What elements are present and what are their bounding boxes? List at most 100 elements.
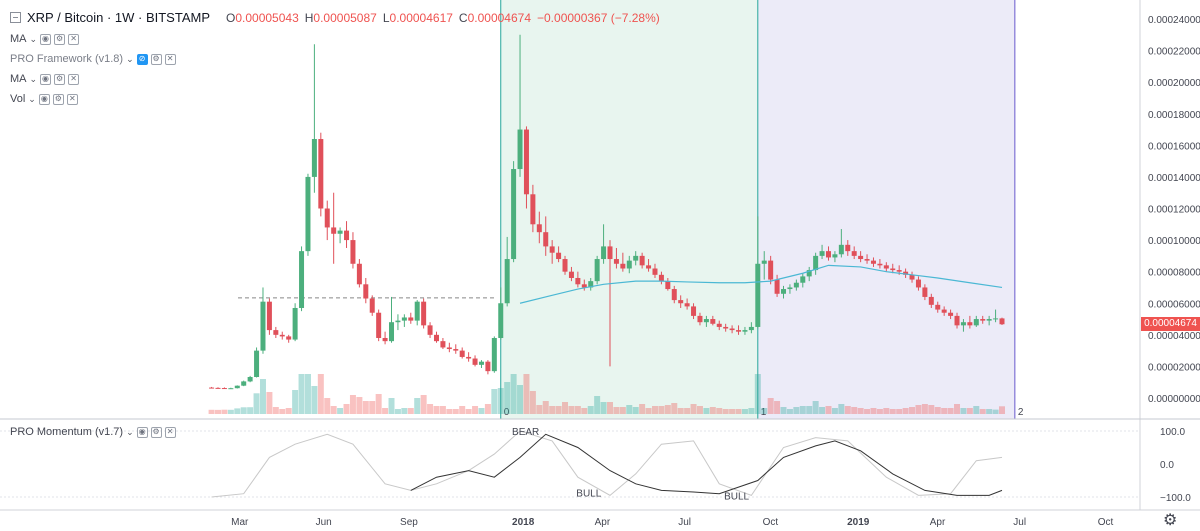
close-icon[interactable]: ✕ [164, 426, 176, 438]
candle [273, 326, 279, 338]
indicator-name[interactable]: PRO Framework (v1.8) [10, 53, 124, 65]
chevron-down-icon[interactable]: ⌄ [29, 33, 38, 44]
volume-bar [517, 385, 524, 414]
candle [736, 325, 742, 335]
visibility-icon[interactable]: ◉ [40, 73, 52, 85]
momentum-axis-tick: −100.0 [1160, 493, 1191, 504]
volume-bar [542, 401, 549, 414]
visibility-icon[interactable]: ◉ [136, 426, 148, 438]
symbol-title[interactable]: XRP / Bitcoin · 1W · BITSTAMP [27, 10, 210, 25]
candle [755, 216, 761, 329]
visibility-icon[interactable]: ◉ [38, 93, 50, 105]
candle [838, 229, 844, 258]
chevron-down-icon[interactable]: ⌄ [126, 53, 134, 64]
close-icon[interactable]: ✕ [68, 33, 80, 45]
collapse-icon[interactable] [10, 12, 21, 23]
volume-bar [478, 408, 485, 414]
volume-bar [510, 374, 517, 414]
candle [311, 44, 317, 193]
candle-body [845, 244, 851, 252]
candle-body [646, 265, 652, 269]
candle-body [819, 251, 825, 256]
price-axis-tick: 0.00016000 [1148, 141, 1200, 152]
candle-body [825, 251, 831, 258]
candle-body [324, 208, 330, 228]
volume-bar [536, 405, 543, 414]
candle-body [755, 263, 761, 327]
candle [299, 246, 305, 312]
volume-bar [401, 408, 408, 414]
candle-body [813, 255, 819, 271]
candle-body [408, 317, 414, 321]
visibility-off-icon[interactable]: ⊘ [136, 53, 148, 65]
candle [421, 298, 427, 329]
time-axis-tick: Jun [316, 517, 332, 528]
close-icon[interactable]: ✕ [68, 73, 80, 85]
candle-body [331, 227, 337, 234]
volume-bar [870, 408, 877, 414]
volume-bar [285, 408, 292, 414]
gear-icon[interactable]: ⚙ [150, 53, 162, 65]
gear-icon[interactable]: ⚙ [54, 73, 66, 85]
candle-body [472, 358, 478, 365]
gear-icon[interactable]: ⚙ [54, 33, 66, 45]
indicator-pro-framework[interactable]: PRO Framework (v1.8) ⌄ ⊘ ⚙ ✕ [10, 51, 176, 67]
indicator-ma-2[interactable]: MA ⌄ ◉ ⚙ ✕ [10, 71, 80, 87]
candle [588, 277, 594, 291]
indicator-name[interactable]: MA [10, 73, 27, 85]
chart-settings-gear-icon[interactable]: ⚙ [1163, 512, 1178, 529]
close-icon[interactable]: ✕ [66, 93, 78, 105]
volume-bar [259, 379, 266, 414]
candle-body [960, 322, 966, 326]
candle [530, 184, 536, 233]
volume-bar [253, 393, 260, 414]
candle [980, 315, 986, 324]
price-axis-tick: 0.00018000 [1148, 110, 1200, 121]
candle [877, 259, 883, 269]
indicator-name[interactable]: Vol [10, 93, 26, 105]
gear-icon[interactable]: ⚙ [150, 426, 162, 438]
volume-bar [658, 406, 665, 414]
volume-bar [382, 408, 389, 414]
candle [581, 279, 587, 291]
indicator-ma-1[interactable]: MA ⌄ ◉ ⚙ ✕ [10, 31, 80, 47]
candle-body [234, 385, 240, 389]
indicator-pro-momentum[interactable]: PRO Momentum (v1.7) ⌄ ◉ ⚙ ✕ [10, 424, 176, 440]
volume-bar [921, 404, 928, 414]
volume-bar [941, 408, 948, 414]
candle [935, 301, 941, 313]
candle-body [453, 349, 459, 351]
volume-bar [324, 398, 331, 414]
candle-body [838, 244, 844, 255]
volume-bar [369, 401, 376, 414]
indicator-name[interactable]: MA [10, 33, 27, 45]
candle [903, 268, 909, 278]
chevron-down-icon[interactable]: ⌄ [126, 426, 134, 437]
candle-body [742, 330, 748, 332]
indicator-vol[interactable]: Vol ⌄ ◉ ⚙ ✕ [10, 91, 78, 107]
candle [928, 293, 934, 308]
close-icon[interactable]: ✕ [164, 53, 176, 65]
volume-bar [973, 406, 980, 414]
volume-bar [735, 409, 742, 414]
chevron-down-icon[interactable]: ⌄ [28, 93, 36, 104]
indicator-name[interactable]: PRO Momentum (v1.7) [10, 426, 124, 438]
gear-icon[interactable]: ⚙ [52, 93, 64, 105]
chevron-down-icon[interactable]: ⌄ [29, 73, 38, 84]
candle [729, 325, 735, 334]
candle [748, 322, 754, 334]
price-axis-tick: 0.00002000 [1148, 362, 1200, 373]
framework-marker-label: 1 [761, 407, 767, 418]
visibility-icon[interactable]: ◉ [40, 33, 52, 45]
candle [536, 211, 542, 244]
price-axis-tick: 0.00014000 [1148, 173, 1200, 184]
candle-body [736, 330, 742, 332]
volume-bar [857, 408, 864, 414]
candle [466, 352, 472, 362]
candle-body [890, 268, 896, 271]
candle-body [491, 337, 497, 372]
candle [774, 274, 780, 297]
candle-body [851, 251, 857, 256]
volume-bar [304, 374, 311, 414]
